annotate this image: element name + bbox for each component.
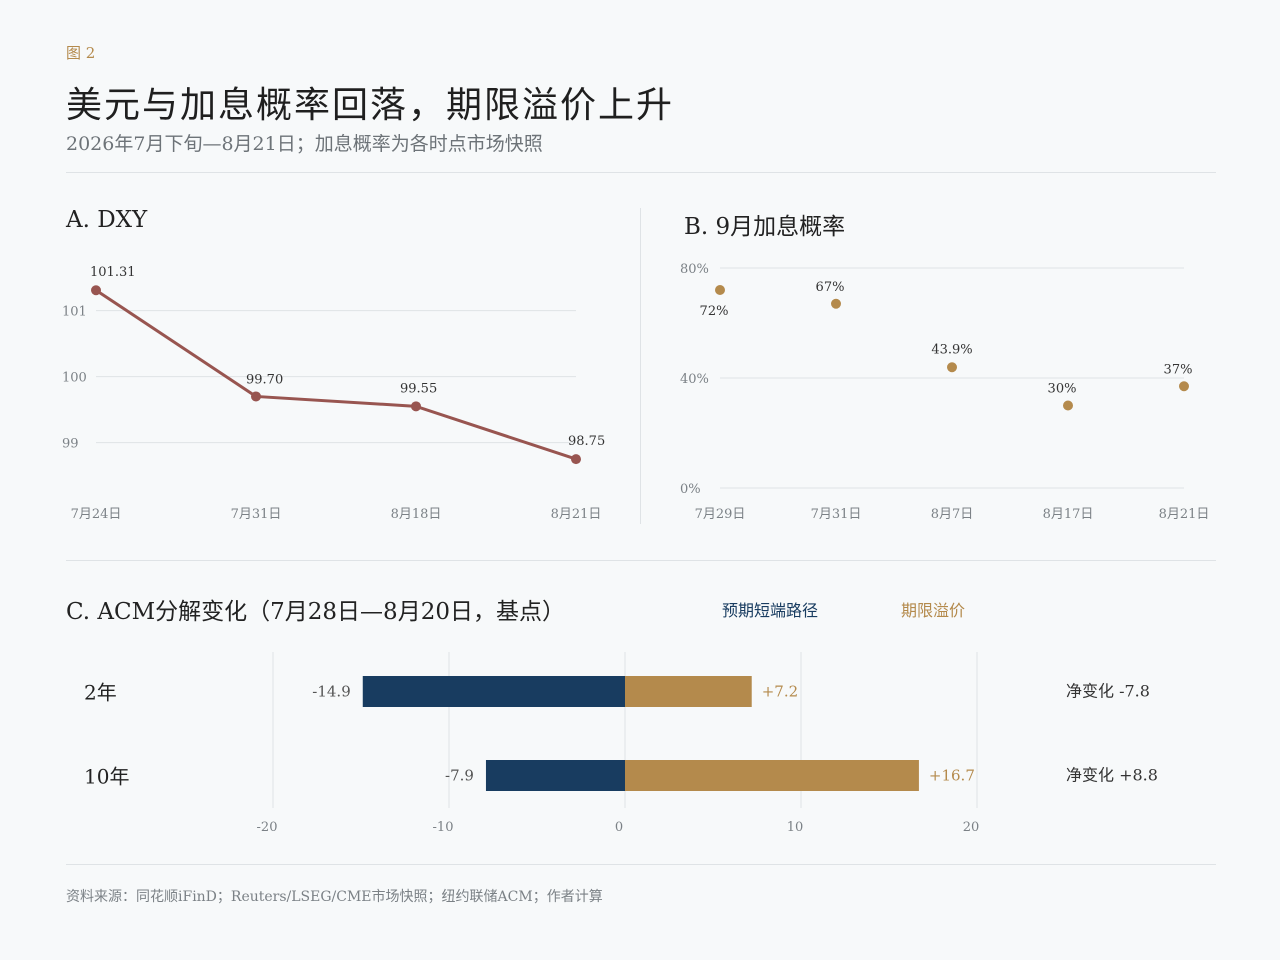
acm-label-term-premium: +16.7 <box>929 767 975 785</box>
dxy-xtick-label: 8月18日 <box>391 507 442 522</box>
prob-ytick-label: 80% <box>680 262 709 277</box>
prob-xtick-label: 8月17日 <box>1043 507 1094 522</box>
acm-net-change-label: 净变化 +8.8 <box>1066 766 1158 785</box>
dxy-chart: 99 100 101 101.31 99.70 99.55 98.75 7月24日 7月31… <box>62 265 605 522</box>
acm-xtick-label: 0 <box>615 820 623 835</box>
dxy-data-label: 99.55 <box>400 381 437 396</box>
acm-label-expected-path: -14.9 <box>312 683 350 701</box>
acm-net-change-label: 净变化 -7.8 <box>1066 682 1150 701</box>
acm-label-expected-path: -7.9 <box>445 767 474 785</box>
prob-data-label: 37% <box>1164 362 1193 377</box>
acm-bar-term-premium <box>625 676 752 707</box>
legend-expected-path: 预期短端路径 <box>722 601 819 620</box>
acm-bar-expected-path <box>485 760 625 791</box>
dxy-data-label: 98.75 <box>568 434 605 449</box>
prob-data-label: 30% <box>1048 382 1077 397</box>
dxy-point <box>411 401 421 412</box>
prob-point <box>947 362 957 373</box>
source-note: 资料来源：同花顺iFinD；Reuters/LSEG/CME市场快照；纽约联储A… <box>66 889 603 905</box>
hike-probability-chart: 0% 40% 80% 72% 67% 43.9% 30% 37% 7月29日 7月31日 8月7… <box>680 262 1210 522</box>
dxy-ytick-label: 101 <box>62 305 87 320</box>
acm-xtick-label: 10 <box>787 820 804 835</box>
prob-xtick-label: 7月29日 <box>695 507 746 522</box>
prob-ytick-label: 40% <box>680 372 709 387</box>
prob-point <box>831 298 841 309</box>
prob-point <box>1063 400 1073 411</box>
prob-xtick-label: 8月7日 <box>931 507 974 522</box>
acm-bar-expected-path <box>362 676 625 707</box>
header-divider <box>66 172 1216 173</box>
dxy-data-label: 101.31 <box>90 265 136 280</box>
prob-data-label: 43.9% <box>931 342 972 357</box>
panel-divider <box>640 208 641 524</box>
prob-data-label: 67% <box>816 280 845 295</box>
acm-category-label: 10年 <box>84 765 129 789</box>
acm-xtick-label: -20 <box>257 820 278 835</box>
acm-category-label: 2年 <box>84 681 117 705</box>
panel-c-title: C. ACM分解变化（7月28日—8月20日，基点） <box>66 599 565 625</box>
section-divider <box>66 560 1216 561</box>
acm-xtick-label: 20 <box>963 820 980 835</box>
dxy-ytick-label: 100 <box>62 371 87 386</box>
dxy-point <box>571 454 581 465</box>
panel-b-title: B. 9月加息概率 <box>684 214 846 240</box>
dxy-data-label: 99.70 <box>246 372 283 387</box>
prob-point <box>1179 381 1189 392</box>
prob-ytick-label: 0% <box>680 482 701 497</box>
prob-point <box>715 285 725 295</box>
acm-bar-term-premium <box>625 760 919 791</box>
prob-data-label: 72% <box>700 304 729 319</box>
dxy-xtick-label: 8月21日 <box>551 507 602 522</box>
prob-xtick-label: 7月31日 <box>811 507 862 522</box>
page-subtitle: 2026年7月下旬—8月21日；加息概率为各时点市场快照 <box>66 133 543 155</box>
dxy-ytick-label: 99 <box>62 437 79 452</box>
dxy-xtick-label: 7月24日 <box>71 507 122 522</box>
dxy-point <box>91 285 101 296</box>
legend-term-premium: 期限溢价 <box>901 601 966 620</box>
prob-xtick-label: 8月21日 <box>1159 507 1210 522</box>
page-title: 美元与加息概率回落，期限溢价上升 <box>66 85 675 126</box>
dxy-point <box>251 391 261 402</box>
acm-xtick-label: -10 <box>433 820 454 835</box>
dxy-line <box>95 288 577 461</box>
panel-a-title: A. DXY <box>66 207 148 233</box>
dxy-xtick-label: 7月31日 <box>231 507 282 522</box>
footer-divider <box>66 864 1216 865</box>
acm-label-term-premium: +7.2 <box>762 683 798 701</box>
figure-label: 图 2 <box>66 44 96 62</box>
